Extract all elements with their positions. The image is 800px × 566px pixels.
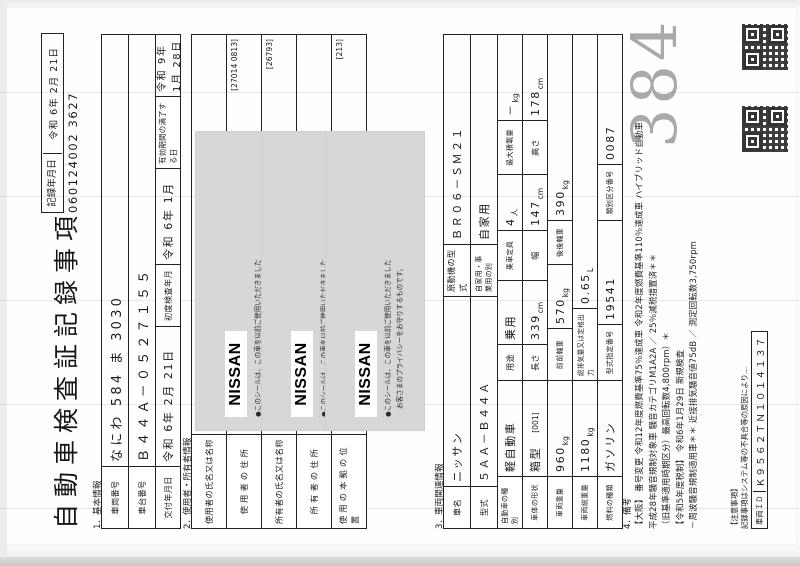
vehicle-id-value: Ｋ９５６２ＴＮ１０１４１３７ [755, 336, 767, 488]
row-value: ニッサン [444, 296, 470, 486]
table-row: 車体の形状 箱型 [001] 長さ 339 cm 幅 147 cm 高さ 178 cm [523, 34, 548, 528]
scan-speck [612, 432, 614, 434]
scan-band [0, 92, 800, 93]
table-row: 車名 ニッサン 原動機の型式 ＢＲ０６－ＳＭ２１ [444, 34, 471, 528]
row-label: 有効期間の満了する日 [156, 96, 180, 168]
row-label: 類別区分番号 [598, 164, 622, 220]
row-value: 147 cm [523, 174, 547, 230]
privacy-sticker: NISSAN ●このシールは、この車を以前ご使用いただきました お客さまのプライ… [325, 131, 425, 431]
row-label: 長さ [523, 344, 547, 380]
row-label: 幅 [523, 230, 547, 280]
page-title: 自動車検査証記録事項 [52, 208, 81, 529]
scan-speck [660, 470, 662, 472]
row-label: 車台番号 [129, 466, 155, 528]
row-label: 型式指定番号 [598, 324, 622, 380]
row-label: 燃料の種類 [598, 476, 622, 528]
scan-speck [638, 502, 640, 504]
record-date-box: 記録年月日 令和 6年 2月 21日 [41, 33, 64, 213]
table-row: 車両重量 960 kg 前前軸重 570 kg 後後軸重 390 kg [548, 34, 573, 528]
row-label: 型式 [471, 486, 497, 528]
row-value: Ｂ４４Ａ－０５２７１５５ [129, 34, 155, 466]
row-label: 車体の形状 [523, 476, 547, 528]
row-label: 使 用 者 の 住 所 [227, 434, 261, 528]
row-label: 原動機の型式 [444, 244, 470, 296]
row-label: 自家用・事業用の別 [471, 244, 497, 296]
row-value: ＢＲ０６－ＳＭ２１ [444, 34, 470, 244]
row-value: 令和 9年 1月 28日 [156, 34, 183, 96]
row-value: ガソリン [598, 380, 622, 476]
row-label: 車名 [444, 486, 470, 528]
nissan-logo: NISSAN [225, 331, 247, 417]
row-value: 570 kg [548, 264, 572, 328]
row-label: 使用者の氏名又は名称 [192, 434, 226, 528]
row-value: 軽自動車 [498, 380, 522, 476]
row-label: 最大積載量 [498, 120, 522, 174]
row-value: 339 cm [523, 280, 547, 344]
section1-grid: 車両番号 なにわ 584 ま 3030 車台番号 Ｂ４４Ａ－０５２７１５５ 交付… [101, 34, 183, 529]
row-label: 後後軸重 [548, 220, 572, 264]
row-value: 1180 kg [573, 380, 597, 476]
sticker-line-1: ●このシールは、この車を以前ご使用いただきました [384, 259, 392, 417]
scan-band [0, 508, 800, 509]
row-label: 総排気量又は定格出力 [573, 308, 597, 380]
qr-code-icon [742, 24, 788, 70]
record-date-value: 令和 6年 2月 21日 [48, 47, 60, 140]
table-row: 車両総重量 1180 kg 総排気量又は定格出力 0.65 L [573, 34, 598, 528]
row-value: 箱型 [001] [523, 380, 547, 476]
row-label: 使 用 の 本 拠 の 位 置 [332, 434, 366, 528]
handwritten-number: 384 [618, 18, 738, 148]
row-label: 用途 [498, 344, 522, 380]
section4-heading: 4．備考 [623, 497, 633, 529]
scan-speck [586, 486, 588, 488]
row-value: 令和 6年 2月 21日 [156, 326, 180, 466]
scan-bottom-edge [0, 557, 800, 566]
scan-left-edge [0, 0, 7, 566]
nissan-logo: NISSAN [355, 331, 377, 417]
record-number: 060124002 3627 [66, 91, 80, 213]
table-row: 交付年月日 令和 6年 2月 21日 初度検査年月 令和 6年 1月 有効期間の… [156, 34, 183, 528]
row-value: 自家用 [471, 34, 497, 244]
row-value: 178 cm [523, 34, 547, 120]
row-value: － kg [498, 34, 522, 120]
table-row: 車台番号 Ｂ４４Ａ－０５２７１５５ [129, 34, 156, 528]
record-date-label: 記録年月日 [43, 153, 62, 212]
section3-grid: 車名 ニッサン 原動機の型式 ＢＲ０６－ＳＭ２１ 型式 ５ＡＡ－Ｂ４４Ａ 自家用… [443, 34, 623, 529]
row-value: 乗用 [498, 280, 522, 344]
row-label: 所 有 者 の 住 所 [297, 434, 331, 528]
row-value: 令和 6年 1月 [156, 168, 180, 264]
row-label: 交付年月日 [156, 466, 180, 528]
row-value: 19541 [598, 220, 622, 324]
vehicle-id-label: 車両ＩＤ [753, 491, 766, 528]
row-label: 初度検査年月 [156, 264, 180, 326]
row-label: 車両番号 [102, 466, 128, 528]
row-label: 車両重量 [548, 476, 572, 528]
table-row: 車両番号 なにわ 584 ま 3030 [102, 34, 129, 528]
table-row: 型式 ５ＡＡ－Ｂ４４Ａ 自家用・事業用の別 自家用 [471, 34, 498, 528]
sticker-line-2: お客さまのプライバシーをお守りするものです。 [396, 264, 404, 409]
nissan-logo: NISSAN [291, 331, 313, 417]
scan-speck [700, 414, 702, 416]
qr-code-icon [742, 106, 788, 152]
row-value: 390 kg [548, 34, 572, 220]
row-label: 前前軸重 [548, 328, 572, 380]
vehicle-id-box: 車両ＩＤ Ｋ９５６２ＴＮ１０１４１３７ [751, 331, 768, 529]
row-value: ５ＡＡ－Ｂ４４Ａ [471, 296, 497, 486]
row-label: 所有者の氏名又は名称 [262, 434, 296, 528]
row-value: なにわ 584 ま 3030 [102, 34, 128, 466]
row-label: 乗車定員 [498, 230, 522, 280]
row-value: 960 kg [548, 380, 572, 476]
row-label: 自動車の種別 [498, 476, 522, 528]
row-label: 高さ [523, 120, 547, 174]
footer-note-text: 記録事項はシステム等の不具合等の原因により… [740, 366, 749, 529]
row-label: 車両総重量 [573, 476, 597, 528]
row-value: 0.65 L [573, 34, 597, 308]
